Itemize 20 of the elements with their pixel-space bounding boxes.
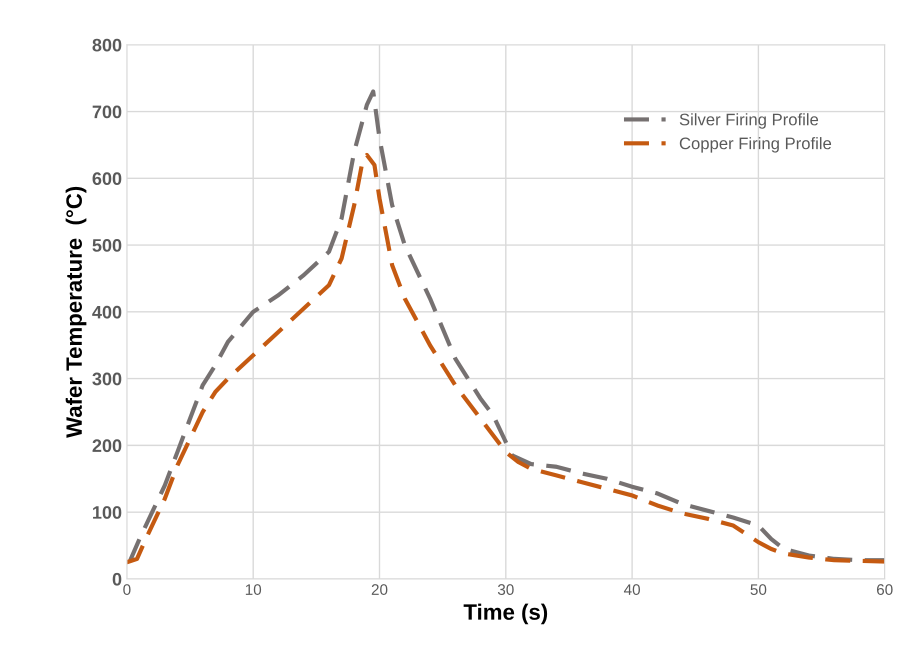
y-tick-label: 600 <box>92 172 122 186</box>
x-tick-label: 40 <box>624 584 640 595</box>
x-tick-label: 10 <box>246 584 262 595</box>
y-tick-label: 500 <box>92 239 122 252</box>
x-tick-label: 50 <box>750 584 766 595</box>
y-tick-label: 700 <box>92 105 122 118</box>
y-axis-title: Wafer Temperature (°C) <box>66 186 86 438</box>
legend-label: Silver Firing Profile <box>680 113 818 129</box>
x-tick-label: 30 <box>498 584 514 595</box>
y-tick-label: 200 <box>92 439 122 452</box>
legend-label: Copper Firing Profile <box>680 137 832 153</box>
y-tick-label: 800 <box>92 38 122 52</box>
x-tick-label: 20 <box>372 584 388 595</box>
x-axis-title: Time (s) <box>464 604 548 624</box>
y-tick-label: 100 <box>93 506 122 519</box>
y-tick-label: 300 <box>92 372 122 386</box>
x-tick-label: 0 <box>123 584 131 595</box>
y-tick-label: 0 <box>112 572 122 586</box>
y-tick-label: 400 <box>92 306 122 319</box>
x-tick-label: 60 <box>876 584 893 595</box>
